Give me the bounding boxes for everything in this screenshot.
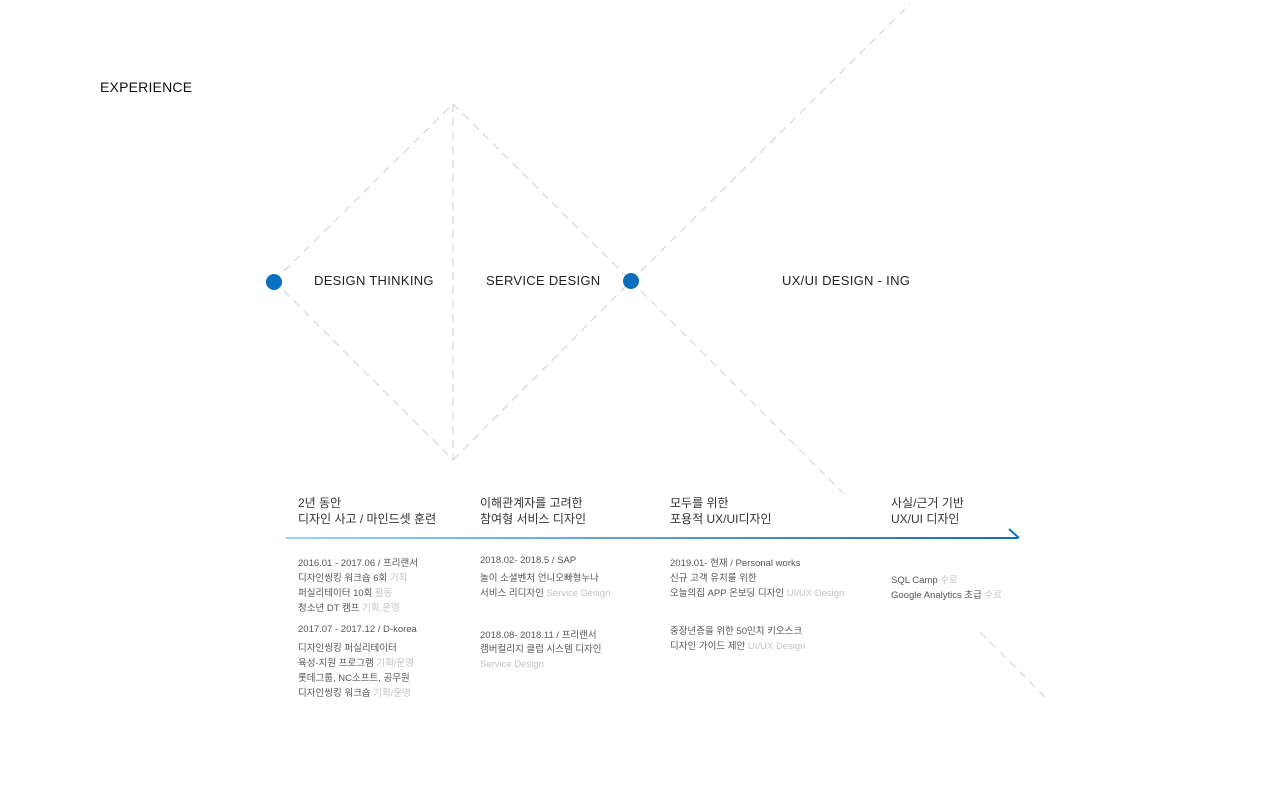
entry-text: 육성-지원 프로그램 <box>298 658 374 669</box>
entry-date: 2019.01- 현재 / Personal works <box>670 558 801 569</box>
entry-meta: Service Design <box>480 659 544 670</box>
entry-meta: 수료 <box>984 590 1003 601</box>
column-heading-line: 참여형 서비스 디자인 <box>480 512 587 526</box>
entry-text: 오늘의집 APP 온보딩 디자인 <box>670 588 785 599</box>
entry-meta: 기획,운영 <box>362 603 400 614</box>
entry-date: 2018.08- 2018.11 / 프리랜서 <box>480 630 597 641</box>
entry-text: 중장년층을 위한 50인치 키오스크 <box>670 626 803 637</box>
list-item: 놀이 소셜벤처 언니오빠형누나 서비스 리디자인 Service Design <box>480 571 610 601</box>
diamond2-upper-line <box>630 3 911 282</box>
list-item: 롯데그룹, NC소프트, 공무원 디자인씽킹 워크숍 기획/운영 <box>298 671 411 701</box>
start-node-dot <box>266 274 282 290</box>
entry-text: 서비스 리디자인 <box>480 588 544 599</box>
timeline-arrowhead-icon <box>1008 528 1020 539</box>
column-heading-line: 디자인 사고 / 마인드셋 훈련 <box>298 512 437 526</box>
column-heading-2: 이해관계자를 고려한 참여형 서비스 디자인 <box>480 495 586 527</box>
list-item: 중장년층을 위한 50인치 키오스크 디자인 가이드 제안 UI/UX Desi… <box>670 624 805 654</box>
column-heading-line: 2년 동안 <box>298 496 342 510</box>
column-heading-4: 사실/근거 기반 UX/UI 디자인 <box>891 495 964 527</box>
entry-date: 2017.07 - 2017.12 / D-korea <box>298 624 417 635</box>
column-heading-line: 사실/근거 기반 <box>891 496 964 510</box>
entry-text: 청소년 DT 캠프 <box>298 603 360 614</box>
diamond1-upper-right-line <box>452 103 632 282</box>
entry-meta: 기획/운영 <box>376 658 414 669</box>
column-heading-line: 모두를 위한 <box>670 496 729 510</box>
list-item: 캠버컬리지 클럽 시스템 디자인 Service Design <box>480 642 602 672</box>
phase-design-thinking: DESIGN THINKING <box>314 273 434 288</box>
entry-text: 디자인씽킹 워크숍 <box>298 688 371 699</box>
entry-meta: Service Design <box>546 588 611 599</box>
list-item: 신규 고객 유치를 위한 오늘의집 APP 온보딩 디자인 UI/UX Desi… <box>670 571 844 601</box>
entry-text: Google Analytics 초급 <box>891 590 982 601</box>
entry-text: SQL Camp <box>891 575 938 586</box>
entry-meta: UI/UX Design <box>747 641 806 652</box>
diamond1-upper-left-line <box>273 103 454 282</box>
section-title: EXPERIENCE <box>100 79 193 95</box>
mid-node-dot <box>623 273 639 289</box>
column-heading-3: 모두를 위한 포용적 UX/UI디자인 <box>670 495 772 527</box>
entry-meta: UI/UX Design <box>786 588 845 599</box>
entry-meta: 기획/운영 <box>373 688 411 699</box>
list-item: SQL Camp 수료 Google Analytics 초급 수료 <box>891 573 1002 603</box>
list-item: 디자인씽킹 워크숍 6회 기획 퍼실리테이터 10회 활동 청소년 DT 캠프 … <box>298 571 407 616</box>
entry-text: 디자인씽킹 퍼실리테이터 <box>298 643 397 654</box>
entry-text: 놀이 소셜벤처 언니오빠형누나 <box>480 573 599 584</box>
entry-meta: 기획 <box>389 573 408 584</box>
column-heading-line: 포용적 UX/UI디자인 <box>670 512 772 526</box>
entry-text: 롯데그룹, NC소프트, 공무원 <box>298 673 410 684</box>
entry-text: 디자인 가이드 제안 <box>670 641 746 652</box>
column-heading-line: 이해관계자를 고려한 <box>480 496 583 510</box>
diamond1-lower-left-line <box>273 280 454 461</box>
entry-meta: 수료 <box>940 575 958 586</box>
diamond2-lower-line <box>630 280 844 494</box>
phase-service-design: SERVICE DESIGN <box>486 273 601 288</box>
entry-text: 신규 고객 유치를 위한 <box>670 573 757 584</box>
entry-meta: 활동 <box>375 588 393 599</box>
timeline-bar <box>286 537 1018 539</box>
phase-uxui-design: UX/UI DESIGN - ING <box>782 273 911 288</box>
entry-text: 퍼실리테이터 10회 <box>298 588 373 599</box>
entry-date: 2018.02- 2018.5 / SAP <box>480 555 577 566</box>
diamond1-lower-right-line <box>452 280 632 461</box>
column-heading-1: 2년 동안 디자인 사고 / 마인드셋 훈련 <box>298 495 436 527</box>
list-item: 디자인씽킹 퍼실리테이터 육성-지원 프로그램 기획/운영 <box>298 641 414 671</box>
entry-text: 디자인씽킹 워크숍 6회 <box>298 573 388 584</box>
entry-date: 2016.01 - 2017.06 / 프리랜서 <box>298 558 419 569</box>
entry-text: 캠버컬리지 클럽 시스템 디자인 <box>480 644 602 655</box>
diamond2-tail-line <box>979 631 1046 698</box>
column-heading-line: UX/UI 디자인 <box>891 512 960 526</box>
